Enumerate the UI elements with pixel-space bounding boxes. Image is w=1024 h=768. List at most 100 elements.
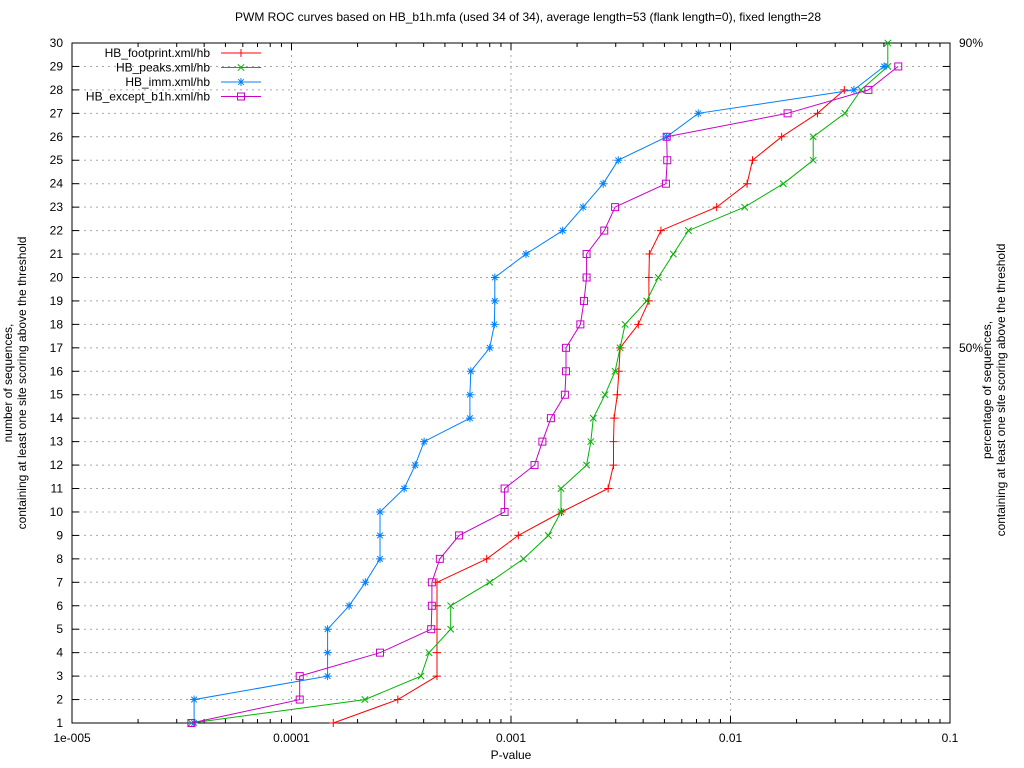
marker-square [295,695,304,704]
y-tick-label: 4 [56,646,63,660]
marker-asterisk [490,296,499,305]
y-tick-label: 27 [50,106,64,120]
marker-asterisk [558,226,567,235]
y-tick-label: 8 [56,552,63,566]
percent-label: 90% [959,36,983,50]
y-tick-label: 24 [50,177,64,191]
y-tick-label: 23 [50,200,64,214]
marker-plus [237,49,245,57]
y-tick-label: 5 [56,622,63,636]
y-tick-label: 14 [50,411,64,425]
marker-square [375,648,384,657]
marker-asterisk [465,390,474,399]
marker-cross [841,109,849,117]
series-line-footprint [333,89,845,724]
marker-asterisk [190,719,199,727]
legend-label: HB_footprint.xml/hb [105,46,211,60]
plot-frame [71,42,951,724]
y-tick-label: 9 [56,528,63,542]
marker-cross [611,367,619,375]
marker-cross [809,156,817,164]
marker-square [611,203,620,212]
marker-cross [361,695,369,704]
y-tick-label: 29 [50,59,64,73]
marker-cross [237,63,245,72]
percent-label: 50% [959,341,983,355]
marker-cross [519,555,528,563]
series-peaks [187,39,892,727]
y-axis-title-right-line2: containing at least one site scoring abo… [994,244,1008,537]
marker-plus [329,719,338,727]
x-tick-label: 1e-005 [53,731,91,745]
legend-label: HB_except_b1h.xml/hb [86,90,210,104]
marker-cross [557,484,565,493]
marker-asterisk [375,507,384,516]
marker-square [582,273,591,282]
marker-plus [610,414,619,423]
marker-square [894,62,903,71]
y-tick-label: 25 [50,153,64,167]
y-tick-label: 18 [50,317,64,331]
marker-asterisk [466,367,475,376]
y-tick-label: 6 [56,599,63,613]
marker-cross [486,578,494,586]
marker-square [500,484,509,493]
marker-asterisk [420,437,429,446]
marker-cross [557,508,565,516]
marker-square [560,390,569,399]
marker-plus [813,109,822,118]
marker-plus [645,250,654,259]
marker-plus [432,578,441,587]
legend-item-except_b1h: HB_except_b1h.xml/hb [86,90,261,104]
chart-title: PWM ROC curves based on HB_b1h.mfa (used… [235,10,821,24]
marker-asterisk [465,414,474,423]
series-line-except_b1h [191,66,899,724]
marker-cross [616,344,624,352]
legend-item-imm: HB_imm.xml/hb [125,75,261,89]
marker-plus [432,601,441,610]
marker-asterisk [361,578,370,587]
marker-cross [684,227,692,235]
marker-square [579,296,588,305]
marker-square [500,507,509,516]
marker-plus [634,320,643,329]
marker-asterisk [411,461,420,470]
marker-square [427,601,436,610]
marker-square [662,132,671,141]
y-tick-label: 20 [50,270,64,284]
series-footprint [329,85,849,727]
marker-cross [669,250,677,258]
marker-cross [544,531,552,539]
marker-square [864,85,873,94]
legend-item-peaks: HB_peaks.xml/hb [116,61,261,75]
marker-square [783,109,792,118]
marker-asterisk [485,343,494,352]
marker-square [546,414,555,423]
x-tick-label: 0.001 [496,731,526,745]
marker-plus [614,367,623,376]
marker-square [237,92,245,101]
legend: HB_footprint.xml/hbHB_peaks.xml/hbHB_imm… [86,46,261,104]
marker-cross [857,86,865,94]
marker-plus [609,437,618,446]
y-tick-label: 19 [50,294,64,308]
x-axis-tick-labels: 1e-005 0.0001 0.001 0.01 0.1 [53,731,958,745]
marker-plus [613,390,622,399]
marker-asterisk [579,203,588,212]
y-tick-label: 21 [50,247,64,261]
marker-square [427,625,436,634]
marker-cross [621,320,629,328]
x-tick-label: 0.01 [719,731,743,745]
marker-square [561,343,570,352]
marker-plus [840,85,849,94]
marker-plus [656,226,665,235]
marker-plus [482,554,491,563]
marker-plus [743,179,752,188]
marker-square [455,531,464,540]
marker-asterisk [521,250,530,259]
marker-plus [432,648,441,657]
marker-asterisk [323,648,332,657]
